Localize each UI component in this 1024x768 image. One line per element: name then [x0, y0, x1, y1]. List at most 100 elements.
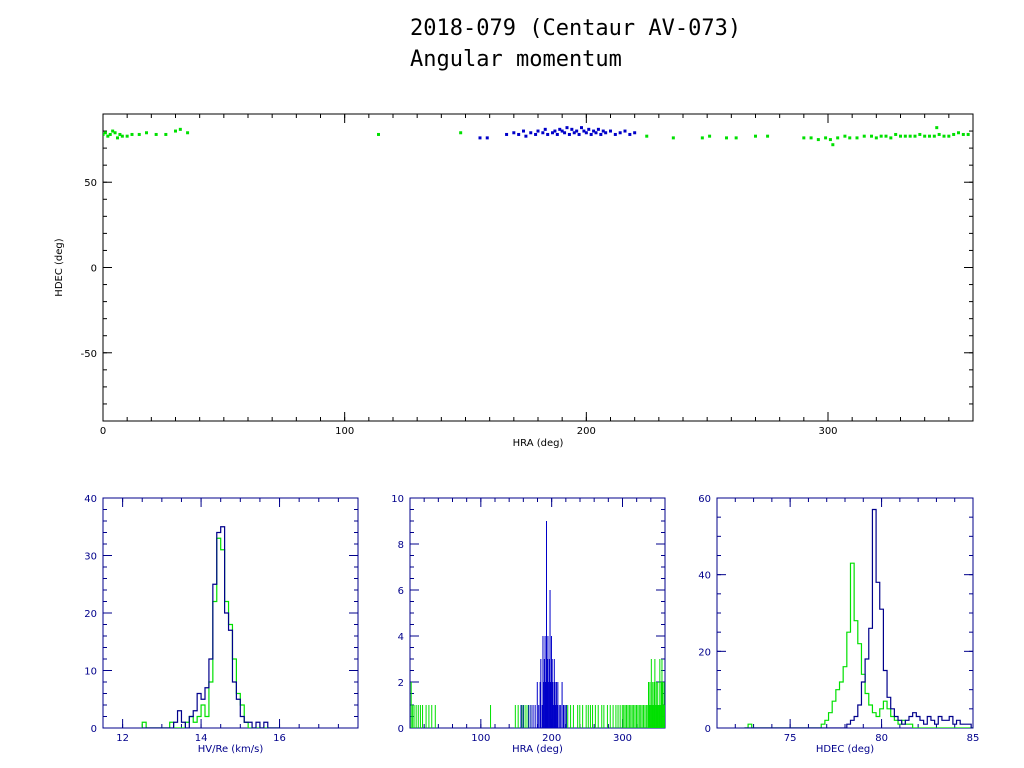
histogram-bar-series-1	[615, 705, 617, 728]
scatter-point-series-1	[828, 138, 832, 142]
histogram-bar-series-2	[554, 682, 556, 728]
histogram-bar-series-1	[645, 705, 647, 728]
scatter-point-series-2	[572, 131, 576, 135]
histogram-bar-series-1	[490, 705, 492, 728]
scatter-point-series-1	[120, 134, 124, 138]
scatter-point-series-1	[809, 136, 813, 140]
scatter-point-series-2	[541, 131, 545, 135]
scatter-point-series-2	[580, 126, 583, 130]
histogram-bar-series-1	[527, 705, 529, 728]
histogram-bar-series-1	[619, 705, 621, 728]
histogram-bar-series-1	[637, 705, 639, 728]
scatter-point-series-2	[633, 131, 637, 135]
histogram-bar-series-2	[550, 636, 552, 728]
scatter-point-series-1	[708, 134, 712, 138]
scatter-point-series-1	[952, 132, 956, 136]
histogram-bar-series-1	[601, 705, 603, 728]
histogram-bar-series-1	[624, 705, 626, 728]
x-tick-label: 14	[195, 733, 208, 744]
histogram-bar-series-2	[547, 636, 549, 728]
scatter-point-series-2	[551, 131, 554, 135]
scatter-point-series-2	[584, 131, 588, 135]
histogram-bar-series-1	[417, 705, 419, 728]
y-tick-label: 8	[398, 540, 404, 551]
y-tick-label: 6	[398, 586, 404, 597]
histogram-bar-series-1	[428, 705, 430, 728]
scatter-point-series-1	[459, 131, 463, 135]
data-layer	[103, 126, 970, 147]
scatter-point-series-1	[766, 134, 770, 138]
scatter-point-series-1	[137, 132, 141, 136]
scatter-point-series-1	[154, 132, 158, 136]
scatter-point-series-1	[754, 134, 757, 138]
histogram-bar-series-1	[579, 705, 581, 728]
data-layer	[141, 526, 280, 728]
x-tick-label: 300	[818, 426, 837, 437]
histogram-bar-series-1	[412, 705, 414, 728]
scatter-point-series-1	[928, 134, 931, 138]
histogram-bar-series-2	[558, 705, 560, 728]
data-layer	[744, 508, 973, 728]
scatter-point-series-2	[592, 129, 596, 133]
histogram-bar-series-2	[557, 682, 559, 728]
histogram-bar-series-1	[631, 705, 633, 728]
scatter-point-series-2	[604, 131, 608, 135]
histogram-bar-series-1	[650, 659, 652, 728]
histogram-bar-series-2	[545, 682, 547, 728]
scatter-point-series-2	[543, 127, 547, 131]
histogram-bar-series-1	[653, 682, 655, 728]
scatter-point-series-1	[178, 127, 182, 131]
histogram-bar-series-1	[570, 705, 572, 728]
scatter-point-series-2	[628, 132, 632, 136]
scatter-point-series-2	[623, 129, 627, 133]
scatter-point-series-2	[570, 127, 574, 131]
histogram-bar-series-1	[626, 705, 628, 728]
histogram-bar-series-2	[561, 682, 563, 728]
histogram-bar-series-1	[655, 705, 657, 728]
scatter-point-series-1	[855, 136, 859, 140]
scatter-point-series-1	[186, 131, 190, 135]
histogram-bar-series-1	[410, 682, 412, 728]
y-tick-label: 50	[84, 178, 97, 189]
x-tick-label: 200	[542, 733, 561, 744]
histogram-bar-series-1	[650, 705, 652, 728]
histogram-bar-series-2	[542, 636, 544, 728]
x-tick-label: 100	[335, 426, 354, 437]
histogram-bar-series-1	[609, 705, 611, 728]
scatter-point-series-2	[565, 126, 569, 130]
scatter-point-series-1	[836, 136, 840, 140]
scatter-point-series-1	[377, 132, 380, 136]
histogram-bar-series-1	[628, 705, 630, 728]
y-tick-label: 40	[698, 571, 711, 582]
scatter-point-series-1	[130, 132, 134, 136]
x-tick-label: 100	[471, 733, 490, 744]
histogram-bar-series-1	[660, 705, 662, 728]
histogram-bar-series-1	[648, 705, 650, 728]
x-tick-label: 0	[100, 426, 106, 437]
x-axis-label: HRA (deg)	[512, 744, 563, 755]
histogram-step-series-2	[744, 508, 973, 728]
y-tick-label: 0	[705, 724, 711, 735]
histogram-bar-series-2	[541, 705, 543, 728]
scatter-point-series-1	[831, 143, 835, 147]
y-tick-label: -50	[81, 349, 97, 360]
histogram-bar-series-1	[654, 659, 656, 728]
histogram-bar-series-1	[521, 705, 523, 728]
chart-subtitle: Angular momentum	[410, 47, 622, 72]
scatter-point-series-2	[553, 129, 557, 133]
histogram-bar-series-1	[523, 705, 525, 728]
scatter-point-series-1	[894, 132, 898, 136]
histogram-bar-series-1	[634, 705, 636, 728]
scatter-point-series-1	[923, 134, 927, 138]
scatter-point-series-1	[942, 134, 946, 138]
histogram-bar-series-1	[651, 705, 653, 728]
scatter-point-series-2	[599, 132, 603, 136]
histogram-bar-series-1	[658, 705, 660, 728]
histogram-bar-series-2	[553, 705, 555, 728]
histogram-bar-series-2	[539, 682, 541, 728]
histogram-bar-series-2	[534, 705, 536, 728]
scatter-point-series-2	[563, 131, 567, 135]
histogram-bar-series-2	[565, 705, 567, 728]
scatter-point-series-2	[524, 134, 528, 138]
histogram-bar-series-2	[532, 705, 534, 728]
